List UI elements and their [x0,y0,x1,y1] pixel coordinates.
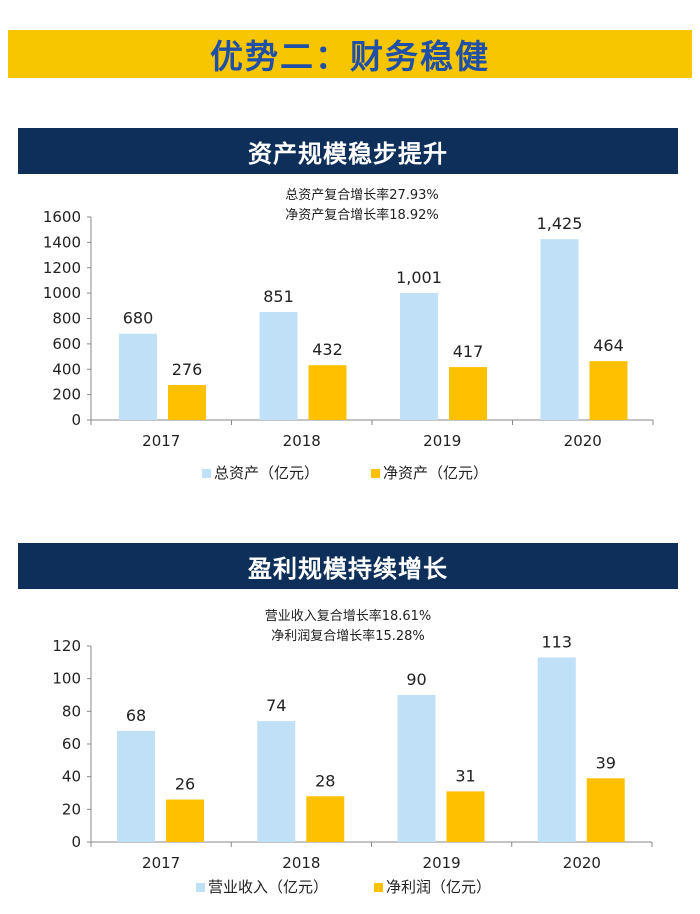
assets-bar-chart: 总资产复合增长率27.93% 净资产复合增长率18.92% 0 200 400 600 80… [43,187,654,482]
section-title-assets: 资产规模稳步提升 [248,139,448,168]
page-title: 优势二：财务稳健 [210,37,490,76]
bar-series-b [168,384,206,420]
legend-label-b: 净资产（亿元） [383,464,488,482]
y-tick-label: 0 [71,411,81,429]
y-tick-label: 100 [52,670,81,688]
legend-label-a: 总资产（亿元） [214,464,319,482]
legend-swatch-a [196,883,205,892]
x-tick-label: 2018 [283,432,321,450]
x-tick-label: 2020 [563,854,601,872]
legend-label-b: 净利润（亿元） [386,878,491,896]
bar-series-a [400,292,438,420]
legend-swatch-b [374,883,383,892]
bar-data-label: 1,425 [537,214,583,233]
x-tick-label: 2017 [142,854,180,872]
y-tick-label: 1400 [43,233,81,251]
y-tick-label: 1600 [43,208,81,226]
profit-bar-chart: 营业收入复合增长率18.61% 净利润复合增长率15.28% 0 20 40 60 80 10… [52,608,653,896]
section-header-assets: 资产规模稳步提升 [18,128,678,174]
bar-data-label: 74 [266,696,286,715]
chart-annotation: 净资产复合增长率18.92% [285,207,439,223]
x-tick-label: 2017 [142,432,180,450]
y-tick-label: 1200 [43,259,81,277]
bar-data-label: 432 [312,340,343,359]
bar-data-label: 464 [593,336,624,355]
chart-annotation: 总资产复合增长率27.93% [285,187,439,203]
y-tick-label: 0 [71,833,81,851]
section-header-profit: 盈利规模持续增长 [18,543,678,589]
bar-data-label: 276 [172,360,203,379]
legend-label-a: 营业收入（亿元） [208,878,328,896]
y-tick-label: 80 [62,702,81,720]
y-tick-label: 120 [52,637,81,655]
x-tick-label: 2019 [423,854,461,872]
y-tick-label: 40 [62,768,81,786]
bar-series-a [117,730,155,842]
page-title-banner: 优势二：财务稳健 [8,30,692,78]
bar-data-label: 26 [175,775,195,794]
y-tick-label: 20 [62,800,81,818]
bar-data-label: 31 [455,766,475,785]
bar-series-b [586,778,625,842]
bar-series-a [537,657,576,842]
x-tick-label: 2019 [423,432,461,450]
bar-series-b [446,791,485,842]
x-tick-label: 2018 [282,854,320,872]
bar-series-b [308,365,347,420]
bar-series-a [119,333,157,420]
bar-series-a [397,695,436,842]
bar-data-label: 90 [406,670,426,689]
bar-data-label: 28 [315,771,335,790]
bar-data-label: 417 [453,342,484,361]
legend-swatch-b [371,469,380,478]
bar-data-label: 680 [123,309,154,328]
y-tick-label: 1000 [43,284,81,302]
bar-data-label: 113 [541,632,572,651]
bar-series-a [540,239,579,420]
y-tick-label: 60 [62,735,81,753]
y-tick-label: 800 [52,310,81,328]
bar-series-a [257,721,296,842]
legend-swatch-a [202,469,211,478]
bar-series-b [449,367,487,420]
bar-series-a [259,312,298,420]
bar-series-b [166,799,204,842]
x-tick-label: 2020 [564,432,602,450]
bar-data-label: 68 [126,706,146,725]
bar-data-label: 1,001 [396,268,442,287]
bar-data-label: 851 [263,287,294,306]
section-title-profit: 盈利规模持续增长 [248,554,448,583]
chart-annotation: 营业收入复合增长率18.61% [265,608,432,624]
y-tick-label: 600 [52,335,81,353]
y-tick-label: 400 [52,360,81,378]
bar-series-b [306,796,345,842]
bar-data-label: 39 [596,753,616,772]
bar-series-b [589,361,628,420]
y-tick-label: 200 [52,386,81,404]
chart-annotation: 净利润复合增长率15.28% [271,628,425,644]
